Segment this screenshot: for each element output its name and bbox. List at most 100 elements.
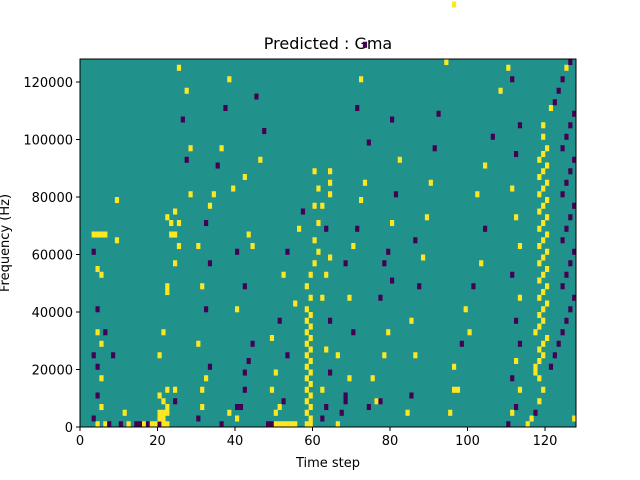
heatmap-cell (537, 156, 542, 163)
heatmap-cell (324, 346, 329, 353)
heatmap-cell (533, 409, 538, 416)
heatmap-cell (95, 392, 100, 399)
heatmap-cell (506, 64, 511, 71)
heatmap-cell (200, 386, 205, 393)
heatmap-cell (99, 404, 104, 411)
heatmap-cell (126, 421, 131, 428)
x-tick-label: 40 (227, 434, 244, 449)
heatmap-cell (204, 306, 209, 313)
heatmap-cell (564, 179, 569, 186)
heatmap-cell (417, 283, 422, 290)
heatmap-cell (545, 197, 550, 204)
heatmap-cell (498, 87, 503, 94)
heatmap-cell (328, 254, 333, 261)
heatmap-cell (99, 271, 104, 278)
heatmap-cell (173, 260, 178, 267)
heatmap-cell (537, 225, 542, 232)
heatmap-cell (277, 317, 282, 324)
plot-frame (79, 58, 577, 428)
heatmap-cell (455, 386, 461, 393)
heatmap-cell (537, 191, 542, 198)
heatmap-cell (552, 352, 557, 359)
heatmap-cell (475, 191, 480, 198)
heatmap-cell (161, 409, 166, 416)
heatmap-cell (339, 409, 344, 416)
heatmap-cell (517, 340, 523, 347)
heatmap-cell (293, 421, 298, 428)
heatmap-cell (537, 260, 542, 267)
heatmap-cell (541, 220, 546, 227)
heatmap-cell (91, 231, 96, 238)
heatmap-cell (347, 375, 352, 382)
heatmap-cell (308, 392, 313, 399)
heatmap-cell (537, 208, 542, 215)
heatmap-cell (390, 220, 395, 227)
heatmap-cell (111, 352, 116, 359)
heatmap-cell (153, 421, 158, 428)
heatmap-cell (316, 185, 321, 192)
heatmap-cell (165, 409, 170, 416)
heatmap-cell (386, 248, 391, 255)
heatmap-cell (343, 260, 348, 267)
heatmap-cell (545, 145, 550, 152)
heatmap-cell (173, 208, 178, 215)
heatmap-cell (452, 1, 457, 8)
heatmap-cell (483, 162, 488, 169)
heatmap-cell (421, 254, 426, 261)
heatmap-cell (537, 277, 542, 284)
heatmap-cell (165, 283, 170, 290)
heatmap-cell (424, 214, 430, 221)
heatmap-cell (207, 363, 213, 370)
heatmap-cell (545, 162, 550, 169)
heatmap-cell (215, 162, 220, 169)
heatmap-cell (273, 369, 278, 376)
heatmap-cell (514, 358, 519, 365)
heatmap-cell (219, 145, 224, 152)
heatmap-cell (184, 87, 189, 94)
heatmap-cell (335, 421, 340, 428)
heatmap-cell (517, 294, 523, 301)
heatmap-cell (242, 386, 247, 393)
heatmap-cell (304, 283, 309, 290)
heatmap-cell (304, 421, 309, 428)
heatmap-cell (114, 237, 120, 244)
heatmap-cell (304, 306, 309, 313)
heatmap-cell (246, 358, 251, 365)
heatmap-cell (343, 398, 348, 405)
heatmap-cell (541, 352, 546, 359)
y-tick-label: 120000 (23, 76, 73, 91)
heatmap-cell (246, 231, 251, 238)
y-axis-label: Frequency (Hz) (0, 194, 13, 292)
heatmap-cell (479, 260, 484, 267)
heatmap-cell (91, 415, 96, 422)
heatmap-cell (324, 271, 329, 278)
heatmap-cell (242, 283, 247, 290)
heatmap-cell (537, 294, 542, 301)
heatmap-cell (382, 352, 387, 359)
heatmap-cell (560, 237, 565, 244)
heatmap-cell (103, 329, 108, 336)
heatmap-cell (537, 312, 542, 319)
heatmap-cell (316, 220, 321, 227)
heatmap-cell (188, 191, 193, 198)
heatmap-cell (347, 294, 352, 301)
heatmap-cell (568, 306, 573, 313)
heatmap-cell (173, 231, 178, 238)
heatmap-cell (548, 105, 554, 112)
heatmap-cell (304, 363, 309, 370)
heatmap-cell (572, 110, 577, 117)
heatmap-cell (463, 306, 468, 313)
heatmap-cell (378, 294, 383, 301)
heatmap-cell (149, 421, 154, 428)
heatmap-cell (568, 260, 573, 267)
heatmap-cell (564, 64, 569, 71)
heatmap-cell (165, 421, 170, 428)
heatmap-cell (382, 260, 387, 267)
heatmap-cell (467, 329, 472, 336)
heatmap-cell (510, 185, 515, 192)
heatmap-cell (103, 421, 108, 428)
heatmap-cell (285, 421, 290, 428)
heatmap-cell (359, 197, 364, 204)
heatmap-cell (568, 214, 573, 221)
heatmap-cell (560, 329, 565, 336)
